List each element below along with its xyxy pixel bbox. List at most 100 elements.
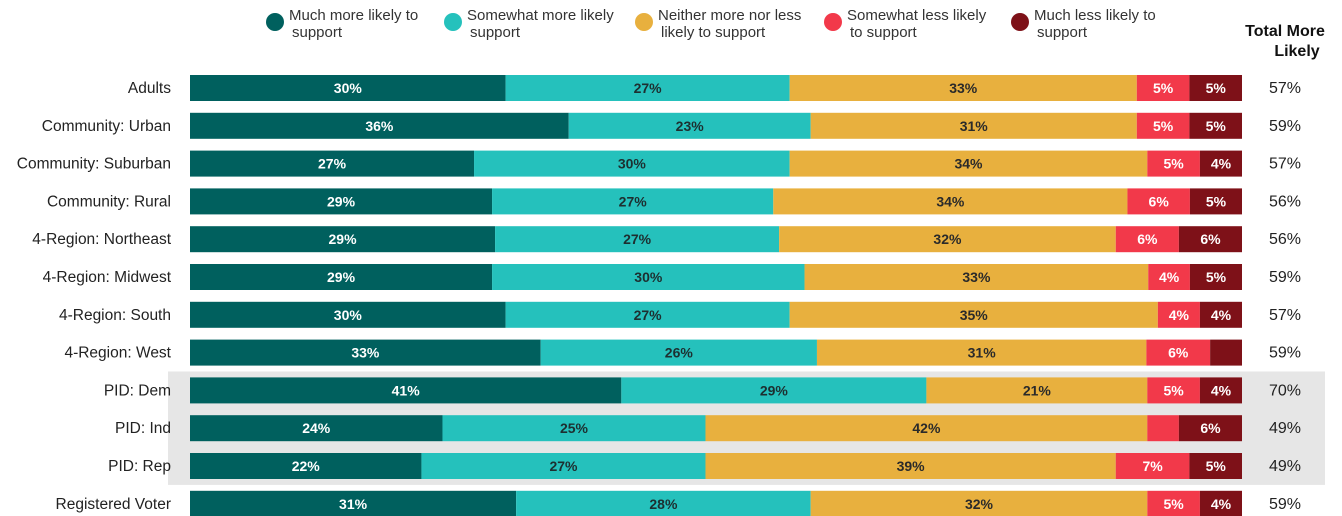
category-label: 4-Region: South <box>59 307 171 324</box>
data-label: 41% <box>392 382 421 398</box>
total-value: 56% <box>1269 231 1301 248</box>
legend-label-line: likely to support <box>661 24 766 41</box>
bar-segment-somewhat-less-likely-to-support <box>1147 150 1200 177</box>
data-label: 36% <box>365 118 394 134</box>
bar-row-community-rural: 29% 27% 34% 6% 5% <box>190 188 1242 215</box>
bar-segment-somewhat-less-likely-to-support <box>1115 453 1190 479</box>
bar-segment-neither-more-nor-less-likely-to-support <box>789 150 1148 177</box>
bar-segment-much-less-likely-to-support <box>1189 75 1242 101</box>
data-label: 29% <box>327 269 356 285</box>
data-label: 42% <box>912 420 941 436</box>
legend-label: Somewhat less likely to support <box>847 7 987 41</box>
total-header: Total More Likely <box>1245 23 1325 60</box>
legend-label-line: Neither more nor less <box>658 7 801 24</box>
bar-row-adults: 30% 27% 33% 5% 5% <box>190 75 1242 101</box>
data-label: 26% <box>665 345 694 361</box>
bar-row-4-region-south: 30% 27% 35% 4% 4% <box>190 301 1242 328</box>
bar-segment-much-less-likely-to-support <box>1189 264 1242 290</box>
data-label: 27% <box>634 80 663 96</box>
bar-segment-somewhat-more-likely-support <box>421 453 706 479</box>
total-value: 59% <box>1269 496 1301 513</box>
legend-label: Much less likely to support <box>1034 7 1156 41</box>
bar-segment-somewhat-less-likely-to-support <box>1146 339 1211 366</box>
bar-segment-much-more-likely-to-support <box>190 112 569 139</box>
legend-label-line: support <box>1037 24 1088 41</box>
bar-segment-much-less-likely-to-support <box>1199 150 1242 177</box>
bar-segment-somewhat-more-likely-support <box>492 188 774 215</box>
bar-segment-neither-more-nor-less-likely-to-support <box>789 75 1137 101</box>
bar-row-pid-rep: 22% 27% 39% 7% 5% <box>190 453 1242 479</box>
data-label: 39% <box>897 458 926 474</box>
bar-segment-much-less-likely-to-support <box>1178 226 1242 253</box>
data-label: 5% <box>1164 156 1185 172</box>
bar-segment-much-less-likely-to-support <box>1189 453 1242 479</box>
data-label: 29% <box>329 231 358 247</box>
total-value: 57% <box>1269 307 1301 324</box>
bar-segment-much-less-likely-to-support <box>1199 301 1242 328</box>
category-label: Community: Suburban <box>17 156 171 173</box>
data-label: 33% <box>949 80 978 96</box>
data-label: 30% <box>334 307 363 323</box>
legend-item-3: Neither more nor less likely to support <box>635 7 801 41</box>
category-label: Community: Urban <box>42 118 171 135</box>
bar-row-pid-dem: 41% 29% 21% 5% 4% <box>190 377 1242 404</box>
bar-segment-much-less-likely-to-support <box>1189 188 1242 215</box>
bar-segment-neither-more-nor-less-likely-to-support <box>779 226 1116 253</box>
bar-segment-neither-more-nor-less-likely-to-support <box>773 188 1128 215</box>
data-label: 6% <box>1168 345 1189 361</box>
data-label: 4% <box>1169 307 1190 323</box>
bar-segment-much-more-likely-to-support <box>190 301 506 328</box>
bar-row-4-region-west: 33% 26% 31% 6% <box>190 339 1242 366</box>
data-label: 5% <box>1206 118 1227 134</box>
total-value: 49% <box>1269 420 1301 437</box>
data-label: 23% <box>676 118 705 134</box>
data-label: 5% <box>1153 80 1174 96</box>
totals-column: 57% 59% 57% 56% 56% 59% 57% 59% 70% 49% 49% 59% <box>1269 80 1301 513</box>
bar-segment-somewhat-less-likely-to-support <box>1136 112 1190 139</box>
data-label: 33% <box>962 269 991 285</box>
bar-segment-neither-more-nor-less-likely-to-support <box>705 415 1148 442</box>
legend-label-line: Much more likely to <box>289 7 418 24</box>
category-label: Community: Rural <box>47 193 171 210</box>
bar-segment-much-less-likely-to-support <box>1199 377 1242 404</box>
bar-segment-somewhat-more-likely-support <box>516 490 811 516</box>
data-label: 29% <box>760 382 789 398</box>
bar-segment-neither-more-nor-less-likely-to-support <box>816 339 1147 366</box>
bar-segment-neither-more-nor-less-likely-to-support <box>789 301 1158 328</box>
legend-item-1: Much more likely to support <box>266 7 418 41</box>
bar-segment-somewhat-more-likely-support <box>442 415 706 442</box>
bar-segment-much-more-likely-to-support <box>190 415 443 442</box>
bar-segment-neither-more-nor-less-likely-to-support <box>810 490 1148 516</box>
bar-segment-somewhat-less-likely-to-support <box>1127 188 1190 215</box>
category-label: PID: Dem <box>104 382 171 399</box>
bar-segment-somewhat-more-likely-support <box>474 150 790 177</box>
data-label: 4% <box>1159 269 1180 285</box>
data-label: 27% <box>634 307 663 323</box>
total-value: 70% <box>1269 382 1301 399</box>
bar-segment-neither-more-nor-less-likely-to-support <box>804 264 1149 290</box>
bar-segment-somewhat-more-likely-support <box>621 377 927 404</box>
data-label: 33% <box>351 345 380 361</box>
bar-segment-much-less-likely-to-support <box>1199 490 1242 516</box>
total-header-line: Likely <box>1274 43 1319 60</box>
data-label: 32% <box>933 231 962 247</box>
bar-segment-much-less-likely-to-support <box>1178 415 1242 442</box>
data-label: 34% <box>954 156 983 172</box>
bar-segment-much-more-likely-to-support <box>190 453 422 479</box>
bar-segment-somewhat-less-likely-to-support <box>1157 301 1200 328</box>
data-label: 5% <box>1206 193 1227 209</box>
category-label: 4-Region: Northeast <box>32 231 171 248</box>
data-label: 7% <box>1142 458 1163 474</box>
bar-row-4-region-northeast: 29% 27% 32% 6% 6% <box>190 226 1242 253</box>
data-label: 6% <box>1137 231 1158 247</box>
legend-label: Much more likely to support <box>289 7 418 41</box>
bar-segment-neither-more-nor-less-likely-to-support <box>926 377 1148 404</box>
data-label: 34% <box>936 193 965 209</box>
bar-row-pid-ind: 24% 25% 42% 6% <box>190 415 1242 442</box>
data-label: 4% <box>1211 307 1232 323</box>
bar-segment-somewhat-more-likely-support <box>568 112 811 139</box>
bar-segment-much-more-likely-to-support <box>190 490 517 516</box>
data-label: 27% <box>549 458 578 474</box>
bar-row-community-urban: 36% 23% 31% 5% 5% <box>190 112 1242 139</box>
